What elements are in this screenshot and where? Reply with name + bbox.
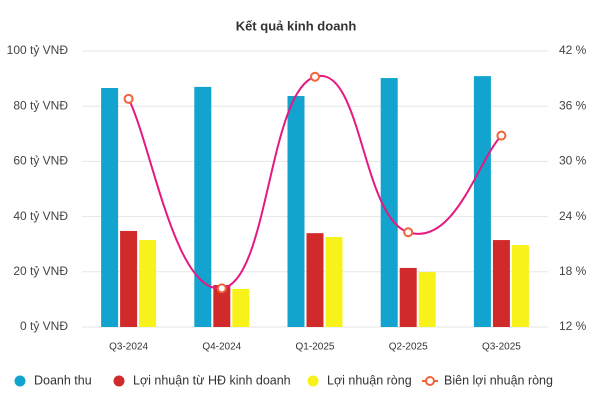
bar (473, 76, 491, 327)
bar (399, 267, 417, 327)
y2-tick-label: 42 % (559, 43, 587, 57)
bar (380, 78, 398, 327)
legend-label: Lợi nhuận từ HĐ kinh doanh (133, 373, 291, 387)
y-tick-label: 0 tỷ VNĐ (20, 319, 68, 333)
chart-title: Kết quả kinh doanh (236, 18, 357, 33)
legend-marker (307, 375, 319, 387)
legend-label: Biên lợi nhuận ròng (444, 373, 553, 387)
line-marker (496, 130, 507, 141)
x-tick-label: Q3-2024 (109, 342, 148, 353)
y-tick-label: 20 tỷ VNĐ (13, 264, 68, 278)
bar (232, 288, 250, 327)
y2-tick-label: 12 % (559, 319, 587, 333)
y-tick-label: 100 tỷ VNĐ (7, 43, 69, 57)
x-tick-label: Q4-2024 (202, 342, 241, 353)
bar (325, 237, 343, 327)
legend-marker (14, 375, 26, 387)
y-tick-label: 40 tỷ VNĐ (13, 209, 68, 223)
legend-marker (113, 375, 125, 387)
legend-label: Doanh thu (34, 373, 92, 387)
y2-tick-label: 18 % (559, 264, 587, 278)
y2-tick-label: 24 % (559, 209, 587, 223)
bar (194, 86, 212, 327)
line-marker (310, 71, 320, 82)
y2-tick-label: 36 % (559, 98, 587, 112)
bar (418, 272, 436, 327)
bar (492, 240, 510, 327)
x-tick-label: Q1-2025 (296, 342, 335, 353)
y2-tick-label: 30 % (559, 154, 587, 168)
bar (213, 285, 231, 327)
x-tick-label: Q2-2025 (389, 342, 428, 353)
bar (306, 233, 324, 327)
bar (101, 87, 119, 327)
line-marker (123, 93, 134, 104)
y-tick-label: 80 tỷ VNĐ (13, 98, 68, 112)
bar (120, 230, 138, 327)
bar (287, 95, 305, 327)
x-tick-label: Q3-2025 (482, 342, 521, 353)
legend-label: Lợi nhuận ròng (327, 373, 412, 387)
line-marker (216, 283, 227, 294)
bar (511, 245, 529, 327)
line-marker (403, 227, 414, 238)
legend-marker (425, 376, 435, 386)
y-tick-label: 60 tỷ VNĐ (13, 154, 68, 168)
bar (139, 240, 157, 327)
